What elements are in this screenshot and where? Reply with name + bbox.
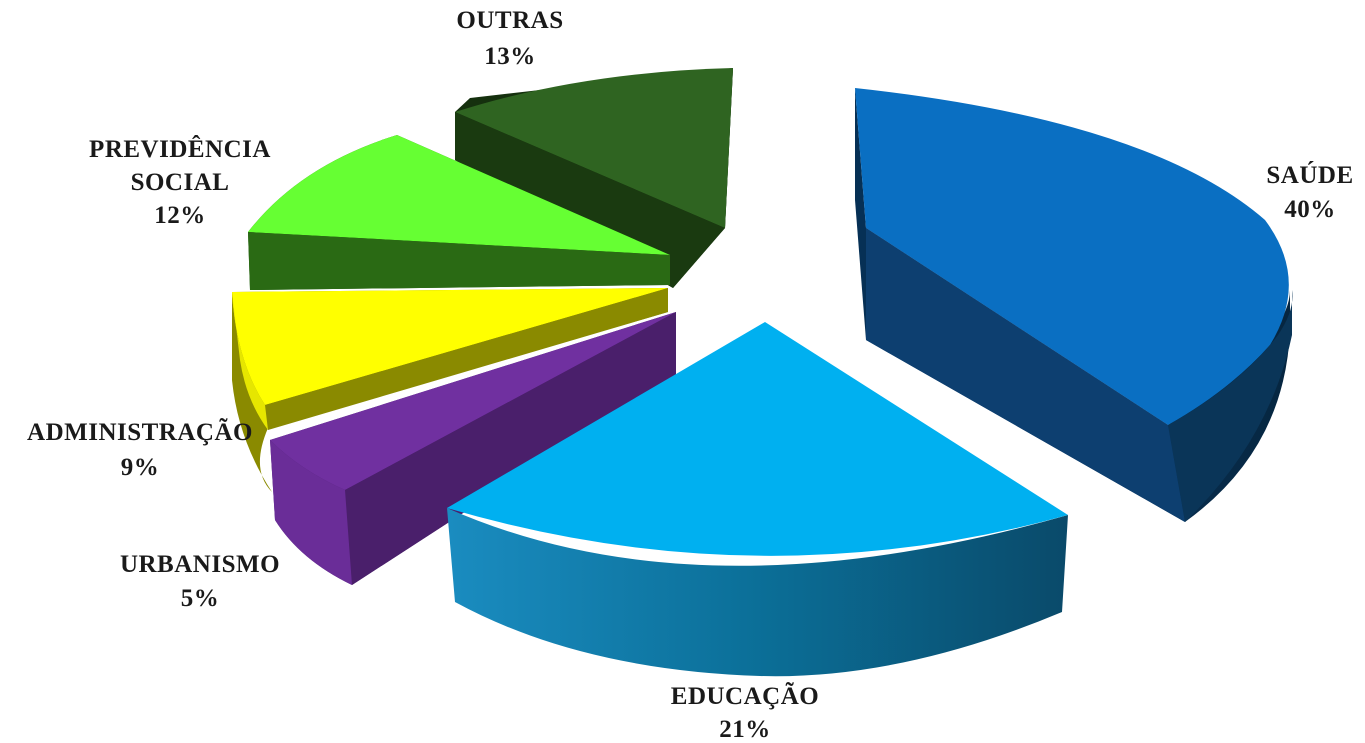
pie-slice-administracao: [232, 288, 668, 492]
slice-label-outras: OUTRAS 13%: [456, 7, 563, 70]
slice-label-name: EDUCAÇÃO: [671, 682, 819, 710]
slice-label-percent: 9%: [121, 454, 160, 481]
slice-label-educacao: EDUCAÇÃO 21%: [671, 682, 819, 743]
slice-label-urbanismo: URBANISMO 5%: [120, 551, 280, 612]
pie-slice-previdencia-social: [248, 135, 670, 290]
slice-label-previdencia-social: PREVIDÊNCIA SOCIAL 12%: [89, 135, 271, 229]
pie-slice-urbanismo: [270, 312, 676, 585]
pie-slice-saude: [855, 88, 1293, 522]
slice-label-name: ADMINISTRAÇÃO: [27, 418, 253, 446]
slice-label-saude: SAÚDE 40%: [1266, 161, 1353, 223]
slice-label-name: SAÚDE: [1266, 161, 1353, 189]
slice-label-name: OUTRAS: [456, 7, 563, 34]
slice-label-percent: 12%: [154, 202, 206, 229]
slice-label-percent: 21%: [719, 716, 771, 743]
slice-label-name-line2: SOCIAL: [131, 169, 230, 196]
slice-label-percent: 13%: [484, 43, 536, 70]
pie-slice-outras: [455, 68, 733, 288]
slice-label-name: PREVIDÊNCIA: [89, 135, 271, 163]
slice-label-name: URBANISMO: [120, 551, 280, 578]
slice-label-administracao: ADMINISTRAÇÃO 9%: [27, 418, 253, 481]
pie-slice-educacao: [447, 322, 1068, 677]
slice-label-percent: 5%: [181, 585, 220, 612]
slice-label-percent: 40%: [1284, 196, 1336, 223]
